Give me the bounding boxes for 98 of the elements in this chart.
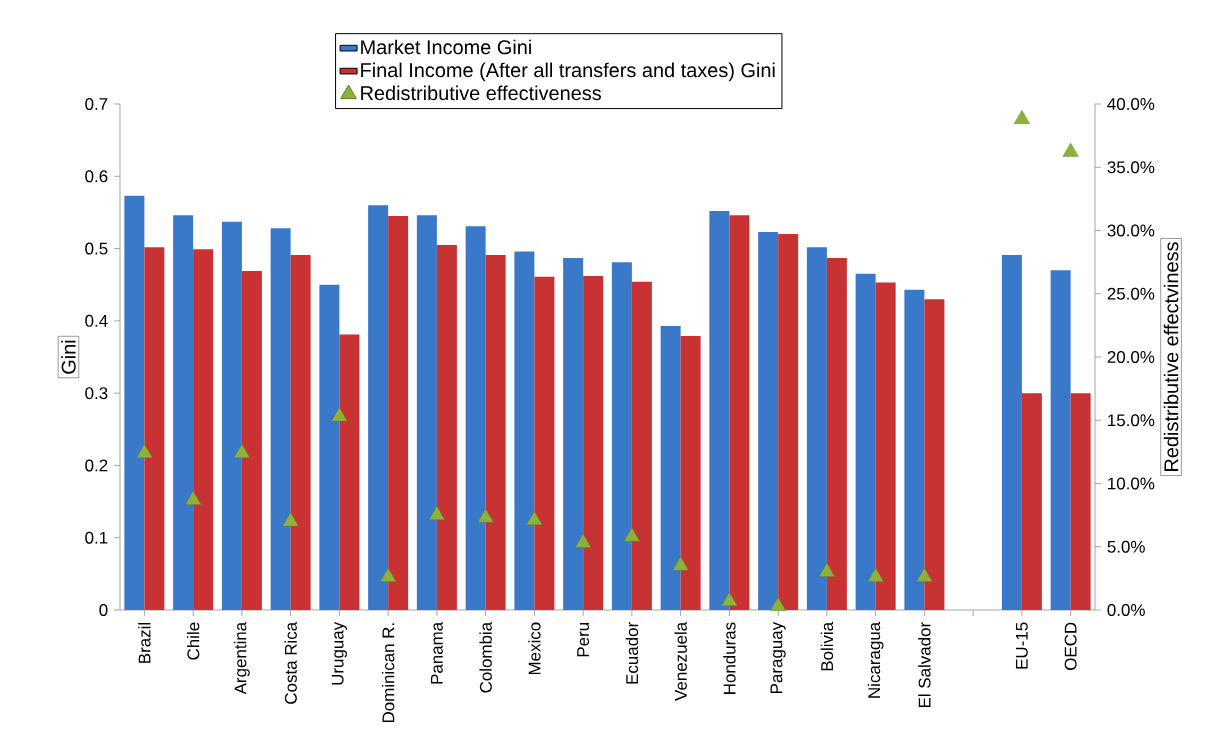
point <box>477 508 494 523</box>
bar <box>583 276 604 610</box>
y2-tick-label: 30.0% <box>1107 224 1155 237</box>
y-tick-label: 0.6 <box>85 170 108 183</box>
point <box>623 527 640 542</box>
y-tick-label: 0.7 <box>85 98 108 110</box>
x-tick-label: Colombia <box>479 621 492 693</box>
x-tick-label: OECD <box>1064 622 1077 670</box>
bar <box>465 226 486 610</box>
y2-tick-label: 10.0% <box>1108 477 1155 490</box>
bar <box>514 251 535 610</box>
point <box>818 562 835 577</box>
y-tick-label: 0.2 <box>85 459 108 472</box>
y-tick-label: 0 <box>99 604 108 616</box>
y-tick-label: 0.4 <box>85 314 108 327</box>
point <box>185 490 202 505</box>
point <box>380 567 397 582</box>
bar <box>758 231 779 610</box>
point <box>282 512 299 527</box>
x-tick-label: Argentina <box>233 621 250 695</box>
x-tick-label: Honduras <box>723 622 736 694</box>
bar <box>709 210 730 610</box>
y2-tick-label: 40.0% <box>1107 98 1155 110</box>
y2-tick-label: 15.0% <box>1108 414 1155 427</box>
bar <box>270 228 291 610</box>
bar <box>416 215 437 610</box>
bar <box>1021 393 1042 610</box>
bar <box>290 255 311 610</box>
x-tick-label: Nicaragua <box>867 621 884 698</box>
x-tick-label: Dominican R. <box>381 623 395 723</box>
y2-tick-label: 5.0% <box>1107 540 1145 553</box>
bar <box>339 334 360 610</box>
bar <box>173 215 194 610</box>
bar <box>729 215 750 610</box>
bar <box>368 205 389 610</box>
bar <box>124 195 145 610</box>
bar <box>485 255 506 610</box>
bar <box>680 336 701 610</box>
x-tick-label: Peru <box>577 622 590 657</box>
bar <box>875 282 896 610</box>
y2-tick-label: 0.0% <box>1107 604 1145 616</box>
x-tick-label: Bolivia <box>820 621 834 671</box>
point <box>233 443 250 458</box>
point <box>1062 142 1079 157</box>
point <box>575 533 592 548</box>
bar <box>144 247 165 610</box>
y2-tick-label: 20.0% <box>1107 351 1155 363</box>
point <box>428 505 445 520</box>
legend-label: Redistributive effectiveness <box>361 85 601 101</box>
bar <box>778 234 799 610</box>
point <box>770 597 787 611</box>
bar <box>660 325 681 610</box>
y2-axis-title: Redistributive effectviness <box>1163 242 1179 471</box>
y2-tick-label: 25.0% <box>1107 287 1155 300</box>
bar <box>611 262 632 610</box>
x-tick-label: Brazil <box>138 622 151 663</box>
x-tick-label: Ecuador <box>625 622 639 684</box>
y-tick-label: 0.3 <box>85 387 108 400</box>
bar <box>221 221 242 610</box>
x-tick-label: Costa Rica <box>284 621 297 704</box>
x-tick-label: Mexico <box>528 622 541 675</box>
legend-label: Market Income Gini <box>361 39 531 55</box>
y-tick-label: 0.1 <box>85 531 108 544</box>
bar <box>436 244 457 610</box>
point <box>916 567 933 582</box>
bar <box>631 281 652 610</box>
point <box>331 407 348 422</box>
point <box>721 591 738 606</box>
point <box>1013 109 1030 124</box>
bar <box>1001 255 1022 610</box>
x-tick-label: Uruguay <box>331 621 347 685</box>
point <box>136 443 153 458</box>
bar <box>806 247 827 610</box>
y2-tick-label: 35.0% <box>1107 161 1155 174</box>
bar <box>534 276 555 610</box>
x-tick-label: Venezuela <box>674 621 687 701</box>
bar <box>924 299 945 610</box>
bar <box>904 289 925 610</box>
bar <box>1070 393 1091 610</box>
point <box>867 567 884 582</box>
bar <box>241 270 262 610</box>
x-tick-label: Panama <box>430 621 443 684</box>
bar <box>855 273 876 610</box>
bar <box>388 216 409 610</box>
x-tick-label: Paraguay <box>770 621 786 693</box>
bar <box>563 257 584 610</box>
x-tick-label: El Salvador <box>918 622 931 708</box>
bar <box>193 249 214 610</box>
y-axis-title: Gini <box>61 340 76 374</box>
legend-label: Final Income (After all transfers and taxes) Gini <box>361 62 775 82</box>
y-tick-label: 0.5 <box>85 242 108 255</box>
point <box>672 556 689 571</box>
point <box>526 510 543 525</box>
x-tick-label: EU-15 <box>1015 622 1028 669</box>
bar <box>1050 270 1071 610</box>
bar <box>826 257 847 610</box>
bar <box>319 284 340 610</box>
x-tick-label: Chile <box>186 622 200 660</box>
